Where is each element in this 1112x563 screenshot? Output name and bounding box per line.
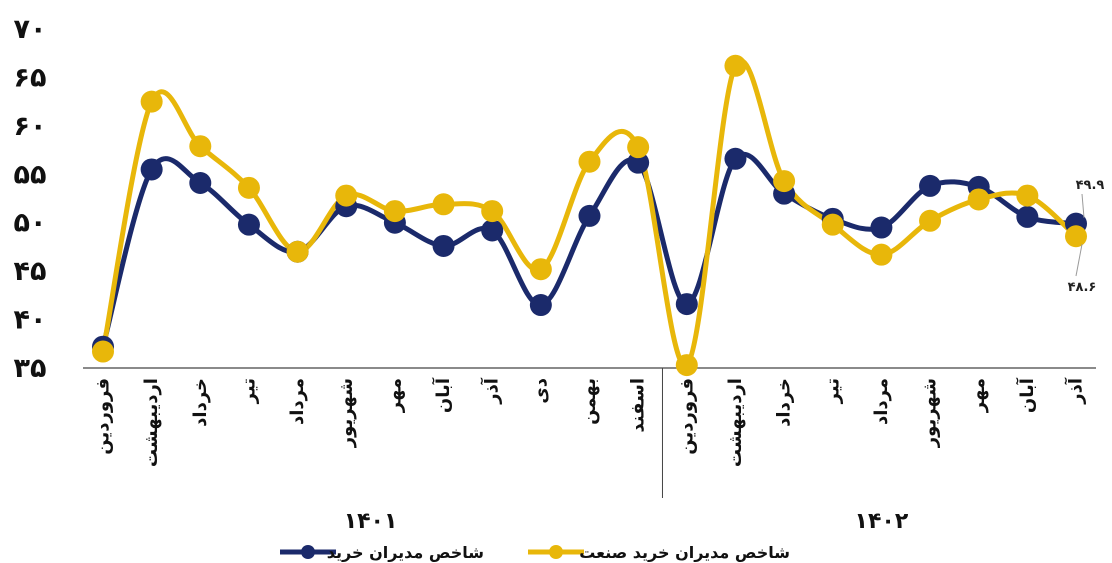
x-tick-label: آبان bbox=[1015, 377, 1038, 413]
x-tick-label: تیر bbox=[822, 378, 843, 404]
data-point-a bbox=[919, 174, 942, 197]
y-tick-label: ۷۰ bbox=[14, 14, 47, 45]
x-tick-label: مهر bbox=[384, 378, 405, 413]
x-tick-label: تیر bbox=[238, 378, 259, 404]
data-point-b bbox=[286, 240, 309, 263]
y-tick-label: ۵۰ bbox=[14, 208, 47, 239]
legend-item-series-a: شاخص مدیران خرید bbox=[280, 543, 484, 562]
data-point-a bbox=[1016, 205, 1039, 228]
x-axis-tick-labels: فروردین اردیبهشت خرداد تیر مرداد شهریور مهر آبا… bbox=[93, 377, 1087, 467]
data-point-b bbox=[383, 200, 406, 223]
y-tick-label: ۴۰ bbox=[14, 305, 47, 336]
x-tick-label: شهریور bbox=[920, 378, 941, 448]
data-point-b bbox=[773, 170, 796, 193]
data-point-a bbox=[189, 172, 212, 195]
data-point-b bbox=[821, 213, 844, 236]
data-point-a bbox=[529, 294, 552, 317]
year-label-1401: ۱۴۰۱ bbox=[344, 509, 398, 534]
data-point-b bbox=[627, 136, 650, 159]
x-tick-label: خرداد bbox=[774, 378, 795, 427]
x-tick-label: شهریور bbox=[336, 378, 357, 448]
data-point-b bbox=[140, 90, 163, 113]
data-point-b bbox=[919, 209, 942, 232]
data-point-a bbox=[724, 147, 747, 170]
x-tick-label: آذر bbox=[480, 377, 503, 405]
data-point-b bbox=[432, 193, 455, 216]
data-point-b bbox=[237, 176, 260, 199]
y-tick-label: ۵۵ bbox=[14, 159, 47, 190]
x-tick-label: مرداد bbox=[287, 378, 308, 425]
data-point-b bbox=[967, 188, 990, 211]
label-leader-line-a bbox=[1081, 193, 1085, 218]
x-tick-label: اردیبهشت bbox=[141, 378, 162, 467]
data-point-b bbox=[578, 150, 601, 173]
legend-label-series-b: شاخص مدیران خرید صنعت bbox=[579, 543, 790, 562]
data-point-b bbox=[675, 354, 698, 377]
data-point-a bbox=[578, 204, 601, 227]
data-point-b bbox=[724, 54, 747, 77]
x-tick-label: فروردین bbox=[93, 378, 114, 455]
legend-swatch-marker-b bbox=[549, 545, 563, 559]
x-tick-label: آبان bbox=[431, 377, 454, 413]
data-point-a bbox=[140, 158, 163, 181]
series-layer bbox=[92, 54, 1087, 377]
data-point-a bbox=[675, 293, 698, 316]
year-group-labels: ۱۴۰۱ ۱۴۰۲ bbox=[344, 509, 909, 534]
data-labels: ۴۹.۹ ۴۸.۶ bbox=[1068, 178, 1105, 295]
year-label-1402: ۱۴۰۲ bbox=[855, 509, 909, 534]
data-point-b bbox=[335, 184, 358, 207]
label-leader-line-b bbox=[1075, 244, 1083, 277]
data-point-b bbox=[92, 340, 114, 363]
data-point-b bbox=[870, 243, 893, 266]
data-point-a bbox=[627, 151, 650, 174]
data-point-b bbox=[481, 200, 504, 223]
data-point-b bbox=[1016, 184, 1039, 207]
data-label-last-series-a: ۴۹.۹ bbox=[1076, 178, 1105, 193]
data-label-last-series-b: ۴۸.۶ bbox=[1068, 280, 1097, 295]
legend-item-series-b: شاخص مدیران خرید صنعت bbox=[528, 543, 790, 562]
x-tick-label: مرداد bbox=[871, 378, 892, 425]
x-tick-label: آذر bbox=[1064, 377, 1087, 405]
x-tick-label: خرداد bbox=[190, 378, 211, 427]
x-tick-label: دی bbox=[530, 378, 551, 404]
legend-label-series-a: شاخص مدیران خرید bbox=[327, 543, 484, 562]
data-point-b bbox=[529, 258, 552, 281]
y-tick-label: ۶۵ bbox=[14, 62, 47, 93]
y-axis: ۳۵ ۴۰ ۴۵ ۵۰ ۵۵ ۶۰ ۶۵ ۷۰ bbox=[14, 14, 47, 384]
x-tick-label: مهر bbox=[968, 378, 989, 413]
y-tick-label: ۳۵ bbox=[14, 353, 47, 384]
data-point-a bbox=[481, 219, 504, 242]
data-point-b bbox=[1065, 225, 1087, 248]
data-point-b bbox=[189, 135, 212, 158]
y-tick-label: ۶۰ bbox=[14, 111, 47, 142]
x-tick-label: اسفند bbox=[628, 378, 649, 433]
x-tick-label: فروردین bbox=[676, 378, 697, 455]
legend: شاخص مدیران خرید شاخص مدیران خرید صنعت bbox=[280, 543, 790, 562]
legend-swatch-marker-a bbox=[301, 545, 315, 559]
y-tick-label: ۴۵ bbox=[14, 256, 47, 287]
x-tick-label: اردیبهشت bbox=[725, 378, 746, 467]
data-point-a bbox=[432, 234, 455, 257]
data-point-a bbox=[870, 216, 893, 239]
x-tick-label: بهمن bbox=[579, 378, 600, 425]
data-point-a bbox=[237, 213, 260, 236]
